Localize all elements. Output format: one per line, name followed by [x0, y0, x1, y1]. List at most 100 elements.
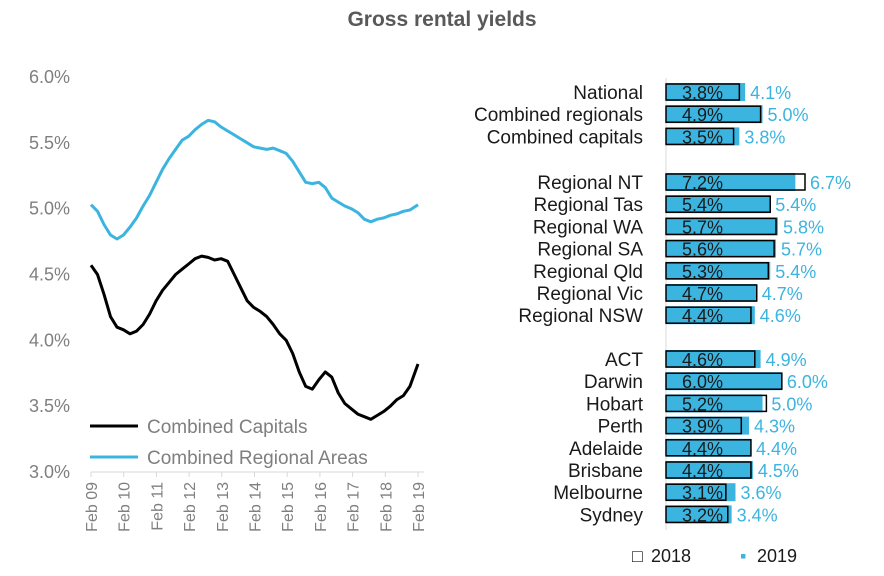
chart-title: Gross rental yields [347, 8, 537, 31]
bar-value-2018: 3.9% [682, 417, 723, 437]
bar-category-label: Sydney [580, 505, 644, 526]
bar-value-2019: 4.5% [758, 461, 799, 481]
bar-2018 [665, 173, 806, 191]
bar-2019 [666, 195, 771, 214]
bar-2018 [665, 284, 758, 302]
bar-category-label: Combined regionals [474, 105, 643, 126]
y-tick-label: 5.5% [29, 133, 70, 153]
bar-value-2019: 6.7% [810, 173, 851, 193]
bar-value-2019: 5.7% [781, 240, 822, 260]
bar-category-label: Regional Vic [537, 284, 643, 305]
bar-value-2018: 4.7% [682, 284, 723, 304]
bar-value-2018: 5.4% [682, 195, 723, 215]
bar-2019 [666, 284, 757, 302]
bar-value-2019: 3.6% [741, 483, 782, 503]
bar-category-label: Adelaide [569, 439, 643, 460]
bar-value-2019: 4.1% [750, 83, 791, 103]
bar-value-2019: 6.0% [787, 372, 828, 392]
bar-category-label: Regional NSW [518, 306, 643, 327]
y-tick-label: 4.0% [29, 330, 70, 350]
y-tick-label: 3.0% [29, 462, 70, 482]
bar-2019 [666, 394, 763, 413]
bar-value-2018: 3.8% [682, 83, 723, 103]
x-tick-label: Feb 19 [411, 482, 428, 532]
bar-2018 [665, 217, 777, 236]
bar-2019 [666, 350, 761, 368]
bar-value-2018: 4.9% [682, 105, 723, 125]
x-tick-label: Feb 14 [248, 482, 265, 532]
legend-marker-2018: □ [632, 546, 643, 566]
x-tick-label: Feb 12 [182, 482, 199, 532]
bar-2018 [665, 127, 735, 146]
bar-value-2019: 5.8% [783, 217, 824, 237]
y-tick-label: 5.0% [29, 199, 70, 219]
bar-2019 [666, 372, 782, 391]
bar-category-label: Regional Tas [533, 195, 643, 216]
bar-2019 [666, 217, 778, 236]
bar-2018 [665, 483, 727, 501]
bar-category-label: Regional SA [537, 240, 643, 261]
bar-value-2019: 4.7% [762, 284, 803, 304]
bar-value-2018: 3.2% [682, 505, 723, 525]
bar-value-2019: 5.4% [775, 262, 816, 282]
bar-category-label: Regional Qld [533, 262, 643, 283]
bar-value-2019: 3.4% [737, 505, 778, 525]
x-tick-label: Feb 11 [149, 482, 166, 531]
bar-category-label: Brisbane [568, 461, 643, 482]
bar-value-2018: 5.6% [682, 240, 723, 260]
bar-value-2018: 4.4% [682, 461, 723, 481]
bar-2018 [665, 505, 729, 524]
bar-value-2019: 5.4% [775, 195, 816, 215]
y-tick-label: 3.5% [29, 396, 70, 416]
bar-2019 [666, 261, 771, 280]
bar-2019 [666, 483, 736, 502]
bar-2019 [666, 416, 750, 435]
series-line-capitals [89, 254, 420, 421]
bar-2018 [665, 105, 762, 123]
bar-value-2018: 3.1% [682, 483, 723, 503]
bar-value-2018: 7.2% [682, 173, 723, 193]
legend-label: Combined Capitals [147, 417, 308, 438]
bar-2019 [666, 127, 740, 146]
series-line-regional [89, 118, 419, 241]
bar-category-label: Regional WA [533, 217, 644, 238]
legend-label-2018: 2018 [651, 546, 691, 566]
bar-2018 [665, 461, 752, 479]
bar-2018 [665, 439, 752, 457]
bar-value-2018: 4.6% [682, 350, 723, 370]
bar-value-2018: 5.7% [682, 217, 723, 237]
bar-2018 [665, 195, 771, 213]
bar-value-2019: 4.3% [754, 417, 795, 437]
bar-2019 [666, 239, 777, 258]
bar-category-label: Combined capitals [487, 127, 643, 148]
bar-value-2018: 4.4% [682, 306, 723, 326]
bar-2019 [666, 461, 753, 479]
legend-marker-2019: ▪ [740, 546, 746, 566]
bar-2018 [665, 239, 775, 258]
bar-2018 [665, 416, 743, 435]
bar-value-2019: 3.8% [744, 127, 785, 147]
x-tick-label: Feb 09 [84, 482, 101, 532]
bar-2018 [665, 394, 768, 413]
bar-chart: National 3.8% 4.1% Combined regionals 4.9% 5.… [474, 78, 851, 566]
bar-2019 [666, 306, 755, 325]
bar-value-2018: 3.5% [682, 127, 723, 147]
bar-2019 [666, 438, 751, 457]
bar-2018 [665, 372, 783, 390]
x-tick-label: Feb 18 [378, 482, 395, 532]
bar-2018 [665, 306, 752, 324]
bar-2018 [665, 83, 741, 101]
bar-2019 [666, 83, 746, 101]
legend-label: Combined Regional Areas [147, 448, 368, 469]
bar-2018 [665, 262, 770, 280]
bar-category-label: Regional NT [537, 173, 643, 194]
x-tick-label: Feb 17 [346, 482, 363, 532]
bar-value-2018: 4.4% [682, 439, 723, 459]
bar-value-2019: 5.0% [771, 394, 812, 414]
bar-value-2018: 5.2% [682, 394, 723, 414]
bar-2019 [666, 505, 732, 524]
x-tick-label: Feb 10 [117, 482, 134, 532]
x-tick-label: Feb 13 [215, 482, 232, 532]
bar-value-2018: 5.3% [682, 262, 723, 282]
